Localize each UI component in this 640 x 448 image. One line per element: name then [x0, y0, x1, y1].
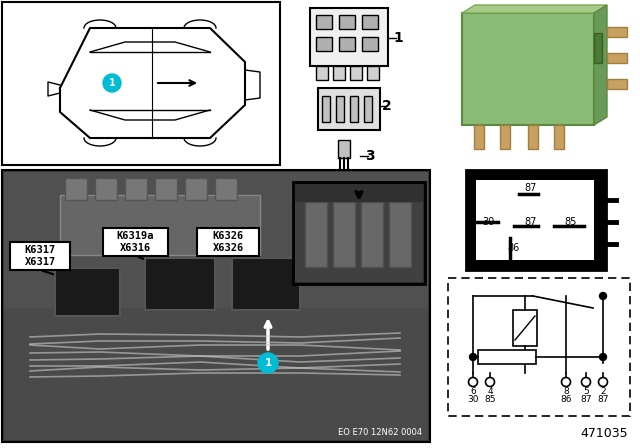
Bar: [310, 8, 388, 66]
Bar: [500, 125, 510, 149]
Bar: [607, 79, 627, 89]
Bar: [350, 66, 362, 80]
Text: 87: 87: [525, 183, 537, 193]
Bar: [338, 140, 350, 158]
Bar: [474, 125, 484, 149]
Bar: [362, 15, 378, 29]
Bar: [322, 96, 330, 122]
Bar: [607, 27, 627, 37]
Text: 2: 2: [382, 99, 392, 113]
Bar: [361, 202, 383, 267]
Bar: [316, 37, 332, 51]
Circle shape: [582, 378, 591, 387]
Bar: [336, 96, 344, 122]
Circle shape: [598, 378, 607, 387]
Text: 8: 8: [563, 387, 569, 396]
Text: 86: 86: [560, 396, 572, 405]
Text: 87: 87: [580, 396, 592, 405]
Bar: [4, 172, 428, 440]
Text: K6326
X6326: K6326 X6326: [212, 231, 244, 253]
Bar: [607, 53, 627, 63]
Bar: [448, 278, 630, 416]
Bar: [10, 242, 70, 270]
Text: 87: 87: [525, 217, 537, 227]
Text: 30: 30: [467, 396, 479, 405]
Polygon shape: [462, 5, 607, 13]
Circle shape: [103, 74, 121, 92]
Bar: [295, 184, 423, 202]
Bar: [339, 15, 355, 29]
Bar: [594, 33, 602, 63]
Bar: [215, 178, 237, 200]
Bar: [295, 184, 423, 282]
Circle shape: [258, 353, 278, 373]
Bar: [65, 178, 87, 200]
Bar: [476, 180, 594, 260]
Circle shape: [600, 293, 607, 300]
Circle shape: [468, 378, 477, 387]
Text: 6: 6: [470, 387, 476, 396]
Bar: [305, 202, 327, 267]
Text: 1: 1: [393, 31, 403, 45]
Text: K6319a
X6316: K6319a X6316: [116, 231, 154, 253]
Circle shape: [600, 353, 607, 361]
Text: 87: 87: [597, 396, 609, 405]
Bar: [185, 178, 207, 200]
Bar: [462, 13, 594, 125]
Bar: [2, 2, 280, 165]
Bar: [364, 96, 372, 122]
Circle shape: [561, 378, 570, 387]
Bar: [318, 88, 380, 130]
Bar: [197, 228, 259, 256]
Polygon shape: [594, 5, 607, 125]
Text: 4: 4: [487, 387, 493, 396]
Bar: [554, 125, 564, 149]
Bar: [333, 66, 345, 80]
Text: 3: 3: [365, 149, 374, 163]
Bar: [125, 178, 147, 200]
Bar: [316, 15, 332, 29]
Bar: [362, 37, 378, 51]
Bar: [95, 178, 117, 200]
Bar: [293, 182, 425, 284]
Bar: [316, 66, 328, 80]
Bar: [478, 350, 536, 364]
Text: EO E70 12N62 0004: EO E70 12N62 0004: [338, 428, 422, 437]
Text: 85: 85: [565, 217, 577, 227]
Bar: [513, 310, 537, 346]
Text: 2: 2: [600, 387, 606, 396]
Bar: [339, 37, 355, 51]
Text: K6317
X6317: K6317 X6317: [24, 245, 56, 267]
Bar: [2, 170, 430, 442]
Text: 5: 5: [583, 387, 589, 396]
Bar: [389, 202, 411, 267]
Text: 1: 1: [109, 78, 115, 88]
Bar: [367, 66, 379, 80]
Bar: [145, 258, 215, 310]
Text: 30: 30: [482, 217, 494, 227]
Bar: [4, 172, 428, 308]
Bar: [60, 195, 260, 255]
Bar: [350, 96, 358, 122]
Bar: [155, 178, 177, 200]
Bar: [55, 268, 120, 316]
Bar: [528, 125, 538, 149]
Bar: [103, 228, 168, 256]
Circle shape: [470, 353, 477, 361]
Text: 1: 1: [264, 358, 271, 368]
Text: 86: 86: [508, 243, 520, 253]
Circle shape: [486, 378, 495, 387]
Bar: [232, 258, 300, 310]
Bar: [466, 170, 606, 270]
Text: 85: 85: [484, 396, 496, 405]
Bar: [333, 202, 355, 267]
Text: 471035: 471035: [580, 427, 628, 440]
